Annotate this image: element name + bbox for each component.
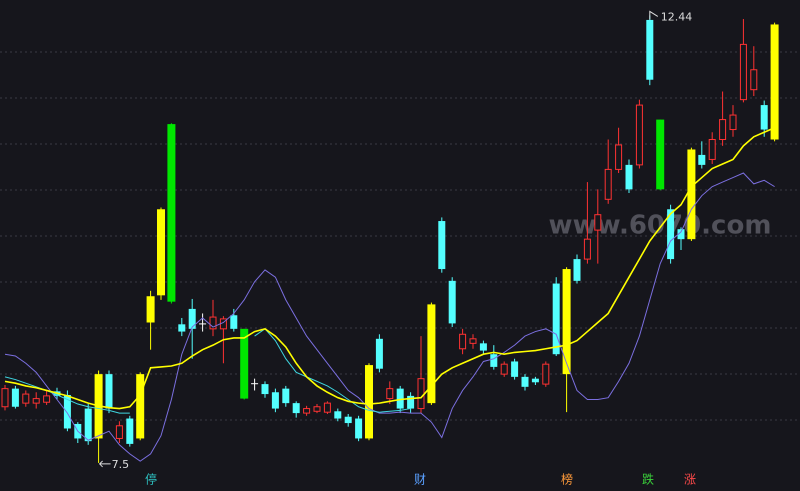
marker: 跌	[642, 472, 654, 487]
candle-body	[407, 395, 415, 409]
candle-body	[271, 392, 279, 409]
candle-body	[739, 43, 747, 101]
candle-body	[729, 114, 737, 131]
candle-body	[136, 374, 145, 439]
candle-body	[199, 323, 207, 325]
candle-body	[667, 209, 675, 260]
candle-body	[146, 296, 155, 323]
candle-body	[251, 383, 259, 385]
marker: 榜	[561, 472, 573, 487]
candle-body	[459, 333, 467, 350]
low-label: 7.5	[112, 458, 130, 471]
line	[4, 172, 775, 462]
candle-body	[646, 19, 654, 80]
candle-body	[511, 361, 519, 377]
candle-body	[615, 144, 623, 170]
candle-body	[334, 411, 342, 419]
candle-body	[521, 376, 529, 387]
candle-body	[63, 394, 71, 429]
candle-body	[427, 304, 436, 404]
candle-body	[323, 402, 331, 413]
candle-body	[313, 406, 321, 412]
candle-body	[750, 69, 758, 91]
candle-body	[22, 393, 30, 404]
high-pointer	[649, 10, 659, 20]
candle-body	[188, 308, 196, 329]
candle-body	[583, 238, 591, 260]
candle-body	[178, 324, 186, 332]
candle-body	[656, 119, 665, 190]
watermark: www.6070.com	[549, 211, 772, 241]
low-pointer	[98, 460, 111, 468]
candle-body	[490, 354, 498, 367]
candle-body	[677, 229, 685, 240]
candle-body	[635, 104, 643, 166]
candle-body	[344, 416, 352, 424]
candle-body	[719, 119, 727, 141]
candle-body	[11, 388, 19, 407]
candle-body	[770, 24, 779, 140]
candle-body	[396, 388, 404, 409]
candle-body	[708, 139, 716, 160]
candle-body	[157, 209, 165, 296]
candle-body	[594, 214, 602, 231]
candle-body	[760, 105, 768, 130]
candle-body	[573, 259, 581, 281]
candle-body	[1, 388, 9, 408]
candle-body	[604, 168, 612, 200]
candle-body	[386, 388, 394, 400]
candle-body	[698, 154, 706, 165]
candle-body	[375, 338, 383, 369]
candle-body	[230, 315, 238, 329]
high-label: 12.44	[661, 10, 693, 23]
candle-body	[84, 408, 92, 442]
candle-body	[126, 418, 134, 444]
candle-body	[240, 328, 249, 399]
candle-body	[32, 398, 40, 404]
candle-body	[167, 124, 176, 302]
candle-body	[687, 149, 696, 240]
candle-body	[282, 388, 290, 404]
candle-body	[625, 164, 633, 190]
candle-body	[562, 269, 571, 375]
line	[4, 126, 775, 410]
candle-body	[448, 280, 456, 324]
candle-body	[417, 378, 425, 410]
candle-body	[292, 403, 300, 414]
candle-body	[438, 221, 446, 270]
candle-body	[479, 343, 487, 351]
marker: 停	[145, 472, 157, 487]
candle-body	[303, 408, 311, 414]
candle-body	[355, 418, 363, 439]
candle-body	[469, 338, 477, 344]
candle-body	[542, 363, 550, 385]
grid	[0, 51, 800, 421]
candle-body	[43, 395, 51, 403]
candle-body	[209, 316, 217, 330]
plot: 12.44 7.5	[1, 10, 779, 471]
candle-body	[531, 378, 539, 383]
candle-body	[552, 283, 560, 355]
candle-body	[261, 384, 269, 395]
candle-body	[500, 363, 508, 375]
marker: 财	[414, 473, 426, 487]
line	[4, 328, 411, 414]
candle-body	[365, 365, 373, 439]
marker: 涨	[684, 472, 696, 487]
candle-body	[105, 374, 113, 409]
candle-body	[115, 425, 123, 439]
